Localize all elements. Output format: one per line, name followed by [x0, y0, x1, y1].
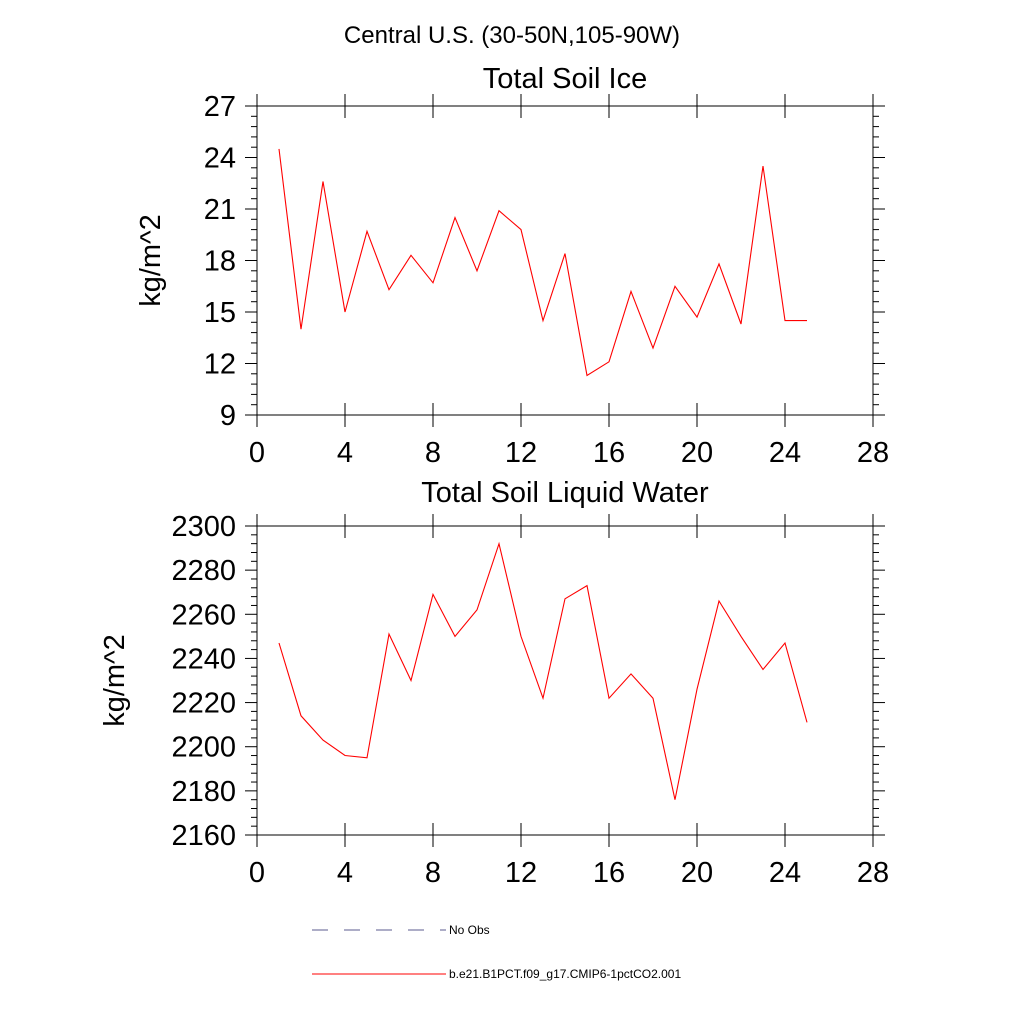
x-tick-label: 28	[857, 857, 889, 889]
x-tick-label: 16	[593, 857, 625, 889]
y-tick-label: 12	[204, 349, 236, 381]
y-tick-label: 2200	[171, 732, 236, 764]
y-tick-label: 27	[204, 91, 236, 123]
y-tick-label: 9	[220, 400, 236, 432]
y-tick-label: 2160	[171, 820, 236, 852]
y-tick-label: 2180	[171, 776, 236, 808]
x-tick-label: 0	[249, 437, 265, 469]
y-tick-label: 18	[204, 246, 236, 278]
x-tick-label: 8	[425, 857, 441, 889]
y-tick-label: 2300	[171, 511, 236, 543]
x-tick-label: 24	[769, 857, 801, 889]
x-tick-label: 16	[593, 437, 625, 469]
x-tick-label: 20	[681, 857, 713, 889]
series-line	[278, 541, 808, 800]
y-tick-label: 15	[204, 297, 236, 329]
y-tick-label: 2240	[171, 643, 236, 675]
x-tick-label: 8	[425, 437, 441, 469]
soil-liquid-water-panel: Total Soil Liquid Water kg/m^2 0 4 8 12 16 20 24…	[99, 477, 889, 889]
y-tick-label: 24	[204, 143, 236, 175]
x-tick-label: 24	[769, 437, 801, 469]
page-title: Central U.S. (30-50N,105-90W)	[344, 22, 680, 49]
legend-obs-label: No Obs	[449, 923, 490, 937]
x-tick-label: 4	[337, 857, 353, 889]
x-tick-label: 0	[249, 857, 265, 889]
series-line	[278, 148, 807, 377]
x-tick-label: 12	[505, 857, 537, 889]
y-tick-label: 21	[204, 194, 236, 226]
plot-frame	[256, 105, 874, 416]
plot-frame	[256, 525, 874, 836]
x-tick-label: 4	[337, 437, 353, 469]
x-tick-label: 12	[505, 437, 537, 469]
legend: No Obs b.e21.B1PCT.f09_g17.CMIP6-1pctCO2…	[312, 923, 681, 981]
soil-ice-panel: Total Soil Ice kg/m^2 0 4 8 12 16 20 24 28 9 12 15 18…	[135, 63, 889, 469]
x-tick-label: 20	[681, 437, 713, 469]
y-tick-label: 2260	[171, 599, 236, 631]
legend-model-label: b.e21.B1PCT.f09_g17.CMIP6-1pctCO2.001	[449, 967, 681, 981]
y-tick-label: 2280	[171, 555, 236, 587]
y-tick-label: 2220	[171, 688, 236, 720]
y-axis-label: kg/m^2	[135, 214, 167, 307]
chart-title: Total Soil Ice	[483, 63, 647, 95]
y-axis-label: kg/m^2	[99, 634, 131, 727]
chart-title: Total Soil Liquid Water	[421, 477, 709, 509]
x-tick-label: 28	[857, 437, 889, 469]
